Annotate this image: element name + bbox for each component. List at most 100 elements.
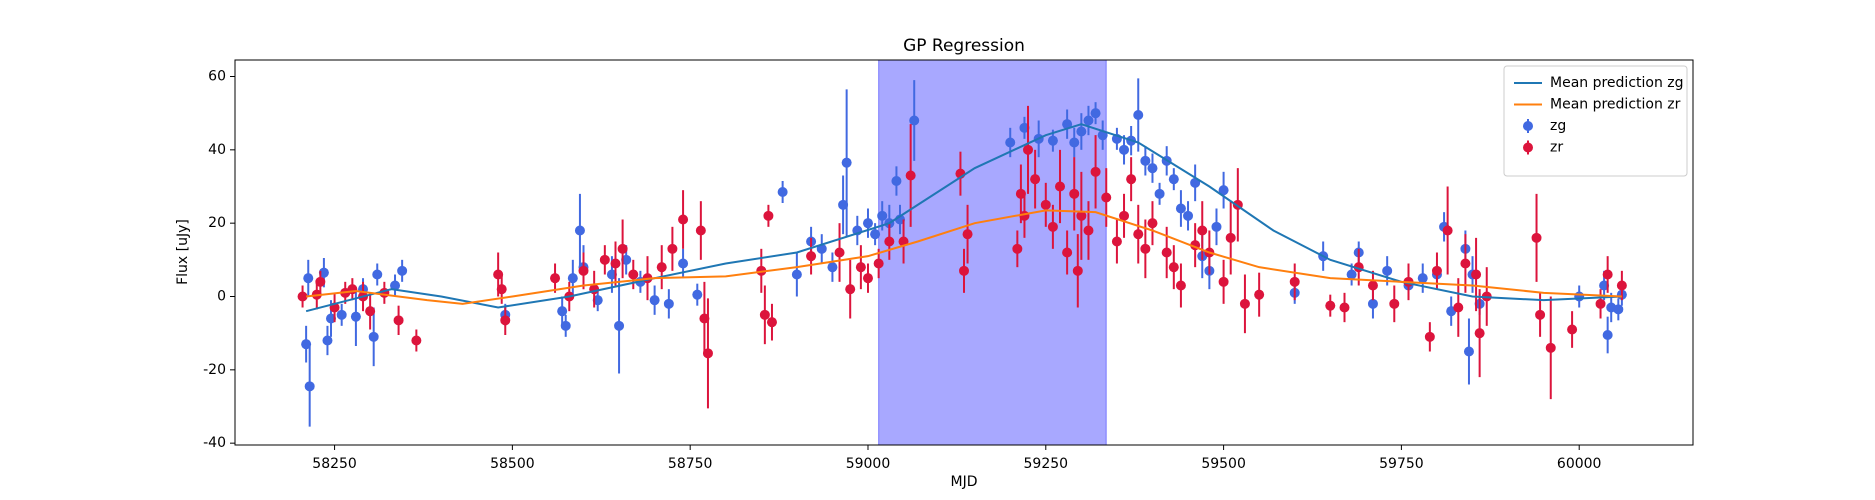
data-point (1595, 298, 1606, 309)
data-point (959, 265, 969, 276)
data-point (496, 284, 507, 295)
data-point (1023, 144, 1034, 155)
data-point (1346, 269, 1357, 280)
data-point (1069, 137, 1080, 148)
legend-label: zr (1550, 140, 1563, 156)
data-point (390, 280, 401, 291)
data-point (905, 170, 916, 181)
data-point (1325, 300, 1336, 311)
data-point (1005, 137, 1016, 148)
data-point (368, 331, 379, 342)
data-point (1062, 119, 1073, 130)
data-point (303, 273, 314, 284)
x-tick-label: 59750 (1379, 456, 1424, 472)
data-point (1460, 258, 1471, 269)
data-point (610, 258, 621, 269)
legend-box (1503, 65, 1688, 177)
data-point (699, 313, 710, 324)
data-point (763, 210, 774, 221)
data-point (1090, 108, 1101, 119)
data-point (838, 199, 849, 210)
data-point (318, 267, 329, 278)
data-point (1197, 225, 1208, 236)
data-point (791, 269, 802, 280)
data-point (1567, 324, 1578, 335)
data-point (909, 115, 920, 126)
legend: Mean prediction zg Mean prediction zr zg zr (1503, 65, 1688, 177)
data-point (1019, 210, 1030, 221)
data-point (1175, 280, 1186, 291)
data-point (1339, 302, 1350, 313)
legend-label: Mean prediction zr (1550, 97, 1681, 113)
data-point (322, 335, 333, 346)
chart-title: GP Regression (903, 36, 1025, 56)
data-point (1175, 203, 1186, 214)
data-point (1168, 174, 1179, 185)
legend-swatch (1523, 142, 1533, 153)
data-point (695, 225, 706, 236)
data-point (1047, 135, 1058, 146)
x-tick-label: 58750 (668, 456, 713, 472)
data-point (1218, 185, 1229, 196)
data-point (678, 258, 689, 269)
y-tick-label: 20 (208, 215, 226, 231)
data-point (1083, 115, 1094, 126)
data-point (315, 276, 326, 287)
data-point (621, 254, 632, 265)
data-point (891, 176, 902, 186)
data-point (862, 218, 873, 229)
data-point (1019, 122, 1030, 133)
x-tick-label: 59500 (1201, 456, 1246, 472)
data-point (1183, 210, 1194, 221)
data-point (606, 269, 617, 280)
data-point (766, 317, 777, 328)
data-point (870, 229, 881, 240)
plot-frame (234, 59, 1694, 446)
data-point (411, 335, 422, 346)
data-point (1015, 188, 1026, 199)
data-point (493, 269, 504, 280)
y-tick-label: -20 (203, 362, 226, 378)
data-point (1442, 225, 1453, 236)
data-point (1072, 265, 1083, 276)
legend-label: zg (1550, 118, 1566, 134)
y-tick-label: 0 (217, 289, 226, 305)
data-point (759, 309, 770, 320)
data-point (1140, 155, 1151, 166)
data-point (1147, 218, 1158, 229)
data-point (1389, 298, 1400, 309)
data-point (1119, 210, 1130, 221)
data-point (297, 291, 308, 302)
data-point (592, 295, 603, 306)
data-point (1101, 192, 1112, 203)
data-point (560, 320, 571, 331)
data-point (1463, 346, 1474, 357)
data-point (1168, 262, 1179, 273)
data-point (1382, 265, 1393, 276)
data-point (336, 309, 347, 320)
data-point (1055, 181, 1066, 192)
x-axis-label: MJD (951, 474, 978, 490)
data-point (845, 284, 856, 295)
data-point (1076, 126, 1087, 137)
data-point (806, 251, 817, 262)
data-point (962, 229, 973, 240)
data-point (777, 187, 788, 197)
y-tick-label: 40 (208, 142, 226, 158)
data-point (1574, 291, 1585, 302)
data-point (834, 247, 845, 258)
data-point (884, 236, 895, 247)
data-point (350, 311, 361, 322)
data-point (1602, 269, 1613, 280)
data-point (873, 258, 884, 269)
data-point (599, 254, 610, 265)
data-point (1133, 229, 1144, 240)
data-point (1133, 110, 1144, 120)
data-point (1367, 280, 1378, 291)
data-point (397, 265, 408, 276)
data-point (1154, 188, 1165, 199)
data-point (1471, 269, 1482, 280)
data-point (1161, 247, 1172, 258)
